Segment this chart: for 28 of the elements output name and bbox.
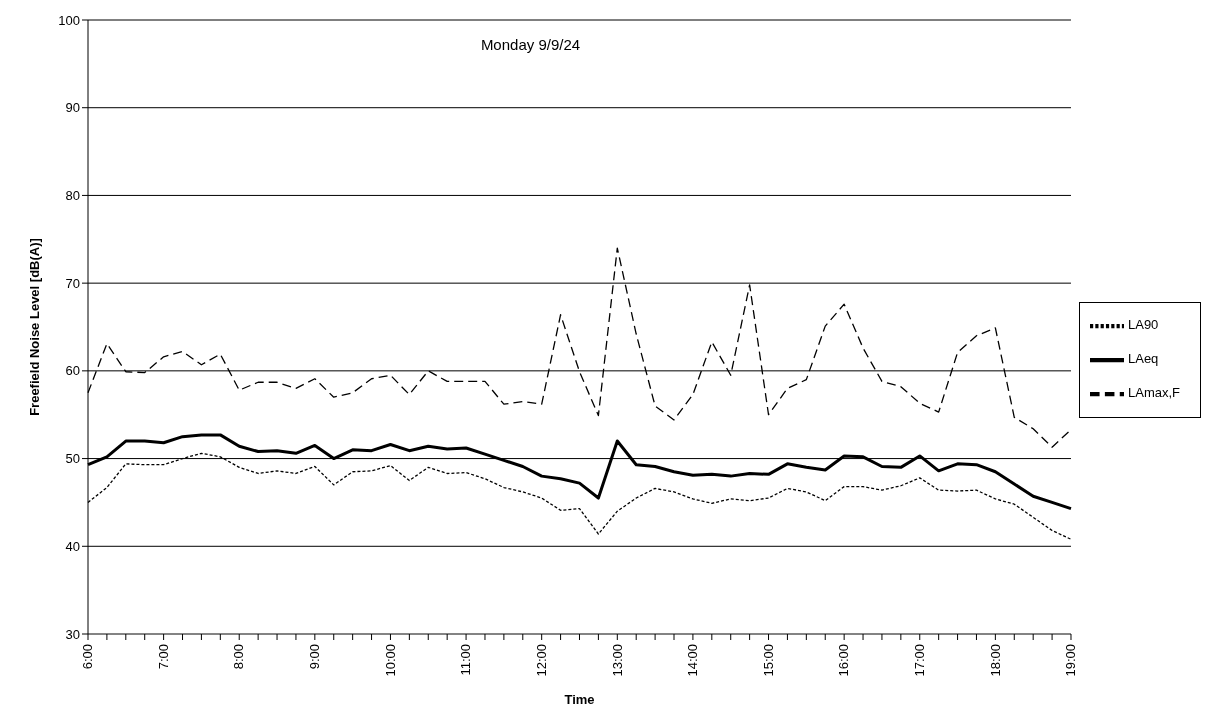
x-tick-label: 19:00 [1063,644,1079,677]
text: Monday 9/9/24 [479,36,582,53]
y-tick-label: 30 [65,626,80,642]
x-tick-label: 12:00 [533,644,549,677]
legend-label: LAeq [1127,351,1159,367]
x-tick-label: 18:00 [987,644,1003,677]
y-tick-label: 70 [65,275,80,291]
legend-label: LAmax,F [1127,385,1180,401]
y-tick-label: 90 [65,100,80,116]
x-tick-label: 6:00 [80,644,96,670]
y-tick-label: 100 [58,12,80,28]
y-axis-title: Freefield Noise Level [dB(A)] [26,238,42,416]
x-axis-title: Time [564,692,595,707]
y-tick-label: 60 [65,363,80,379]
x-tick-label: 16:00 [836,644,852,677]
x-tick-label: 11:00 [458,644,474,676]
legend-label: LA90 [1127,317,1159,333]
x-tick-label: 7:00 [155,644,171,670]
y-tick-label: 40 [65,538,80,554]
x-tick-label: 13:00 [609,644,625,677]
x-tick-label: 9:00 [307,644,323,670]
x-tick-label: 17:00 [911,644,927,677]
x-tick-label: 14:00 [685,644,701,677]
y-tick-label: 80 [65,188,80,204]
y-tick-label: 50 [65,451,80,467]
x-tick-label: 15:00 [760,644,776,677]
x-tick-label: 10:00 [382,644,398,677]
x-tick-label: 8:00 [231,644,247,670]
